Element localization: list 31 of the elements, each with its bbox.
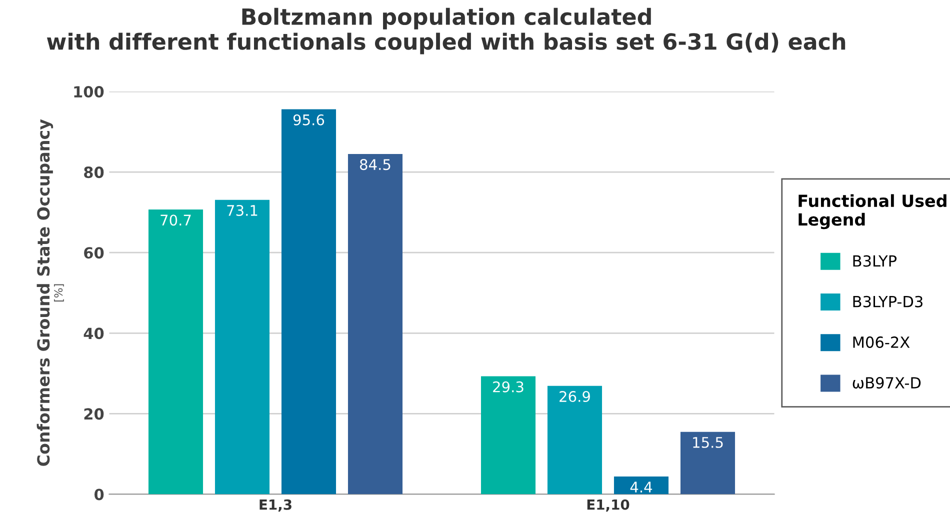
data-label: 26.9 <box>560 390 590 402</box>
y-tick-label: 60 <box>84 247 104 259</box>
y-tick-label: 100 <box>74 86 104 98</box>
legend-label: M06-2X <box>853 336 910 348</box>
y-axis-title: Conformers Ground State Occupancy [%] <box>36 119 64 466</box>
data-label: 4.4 <box>630 482 652 492</box>
y-tick-label: 0 <box>94 488 104 500</box>
x-tick-label: E1,10 <box>587 499 630 512</box>
bar <box>614 476 669 494</box>
bar <box>348 154 403 494</box>
legend-label: B3LYP <box>853 255 897 267</box>
bar <box>281 109 336 494</box>
bar <box>680 432 736 494</box>
legend-title: Functional Used Legend <box>798 194 946 230</box>
data-label: 70.7 <box>160 214 191 226</box>
y-tick-label: 20 <box>84 408 104 420</box>
bar <box>480 376 536 494</box>
data-label: 73.1 <box>227 204 258 216</box>
bar <box>547 386 602 494</box>
y-tick-label: 80 <box>84 166 104 178</box>
bar <box>148 210 204 494</box>
data-label: 29.3 <box>493 381 524 392</box>
y-tick-label: 40 <box>84 328 104 340</box>
data-label: 95.6 <box>293 114 324 126</box>
legend-label: B3LYP-D3 <box>853 296 922 308</box>
bar <box>214 200 270 494</box>
data-label: 84.5 <box>360 159 390 170</box>
x-tick-label: E1,3 <box>260 499 292 512</box>
data-label: 15.5 <box>693 437 723 448</box>
legend-label: ωB97X-D <box>852 377 921 389</box>
chart-title: Boltzmann population calculated with different functionals coupled with basis set 6-31 G(d) each <box>46 8 846 54</box>
